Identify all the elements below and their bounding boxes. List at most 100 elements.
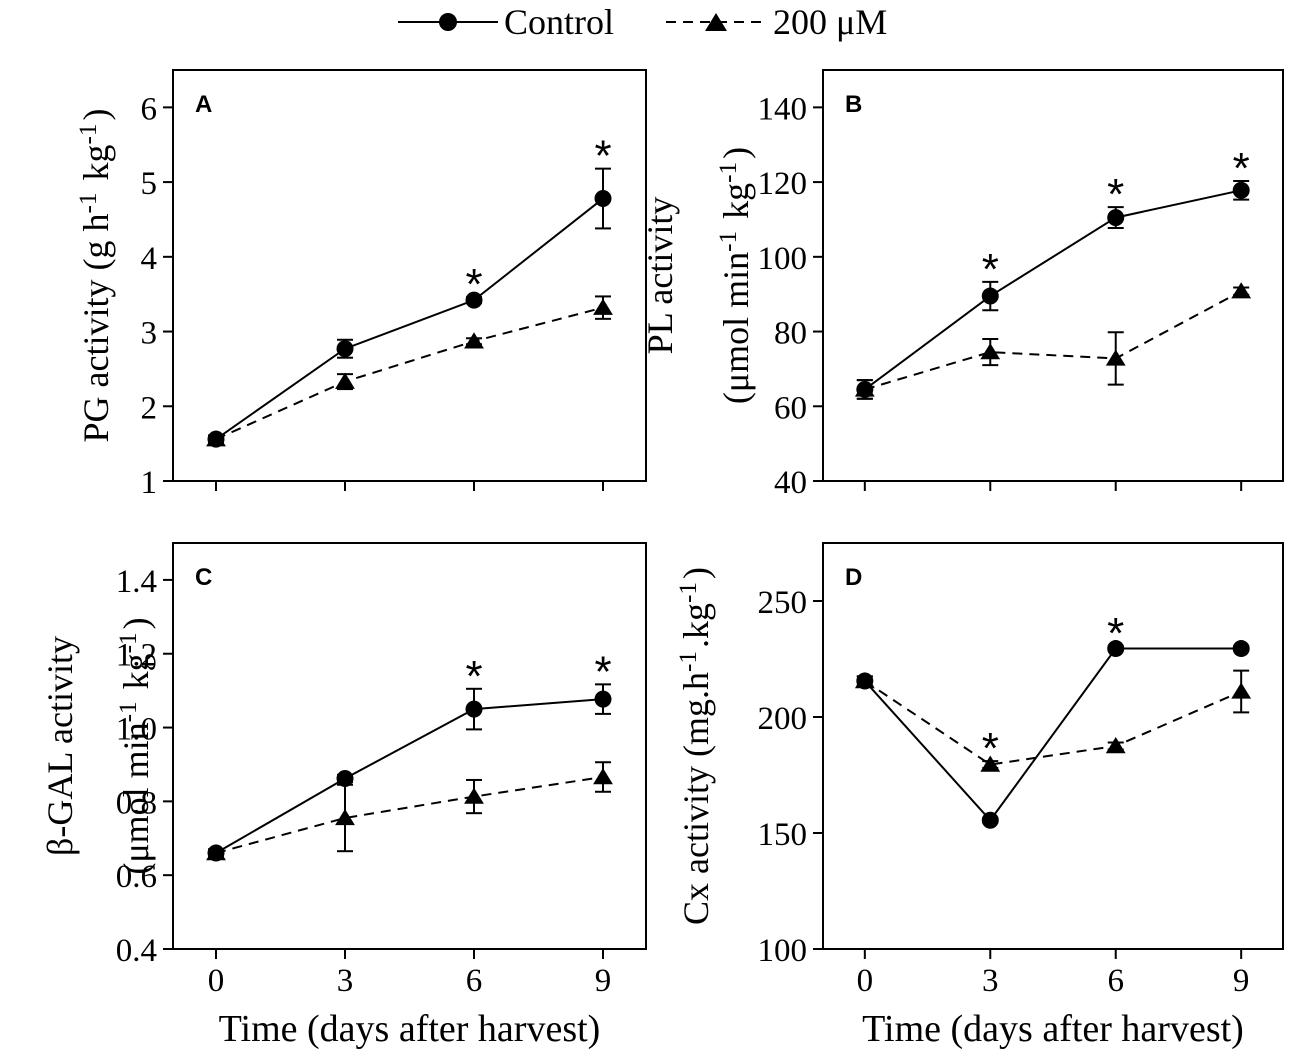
panel-letter: D: [845, 564, 862, 591]
data-point: [336, 340, 354, 358]
y-axis-label: PG activity (g h-1 kg-1 ): [75, 109, 116, 443]
significance-star: *: [982, 724, 999, 773]
series-line: [864, 647, 1242, 822]
y-axis-label: β-GAL activity: [40, 636, 80, 856]
significance-star: *: [594, 132, 611, 181]
legend-treatment-label: 200 μM: [773, 2, 887, 42]
series-treatment: [854, 669, 1252, 772]
legend: Control 200 μM: [398, 2, 887, 42]
data-point: [980, 343, 1001, 360]
x-tick-label: 6: [466, 963, 483, 999]
series-treatment: [206, 761, 613, 861]
data-point: [335, 808, 355, 826]
data-point: [981, 811, 999, 829]
data-point: [594, 190, 612, 208]
data-point: [1107, 209, 1125, 227]
series-treatment: [206, 295, 613, 447]
y-tick-label: 250: [758, 585, 808, 621]
series-line: [215, 698, 604, 854]
x-tick-label: 6: [1107, 963, 1124, 999]
series-control: [856, 179, 1250, 400]
data-point: [1231, 282, 1252, 299]
series-treatment: [854, 282, 1252, 400]
y-tick-label: 1.0: [116, 712, 157, 748]
series-line: [864, 680, 1242, 766]
significance-star: *: [594, 647, 611, 696]
y-tick-label: 6: [141, 91, 158, 127]
data-point: [1232, 640, 1250, 658]
series-line: [215, 776, 604, 855]
data-point: [335, 372, 355, 389]
significance-star: *: [465, 260, 482, 309]
y-tick-label: 5: [141, 166, 158, 202]
x-tick-label: 0: [857, 963, 874, 999]
panel-letter: B: [845, 91, 862, 118]
significance-star: *: [1107, 170, 1124, 219]
data-point: [980, 755, 1001, 772]
y-tick-label: 100: [758, 241, 808, 277]
y-tick-label: 0.8: [116, 785, 157, 821]
data-point: [593, 768, 613, 785]
y-axis-label: (μmol min-1 kg-1 ): [115, 617, 156, 874]
significance-star: *: [1107, 609, 1124, 658]
data-point: [1107, 640, 1125, 658]
data-point: [465, 291, 483, 309]
data-point: [1105, 349, 1126, 366]
y-axis-label: PL activity: [640, 197, 680, 355]
panel-letter: A: [195, 91, 212, 118]
panel-letter: C: [195, 564, 212, 591]
x-tick-label: 9: [595, 963, 612, 999]
plot-frame: [172, 69, 647, 482]
panel-b: B 40 60 80 100 120 140 PL activity (μmol min-1 k…: [640, 69, 1284, 501]
plot-frame: [822, 542, 1284, 950]
y-tick-label: 2: [141, 390, 158, 426]
data-point: [1232, 181, 1250, 199]
x-tick-label: 9: [1233, 963, 1250, 999]
significance-star: *: [465, 652, 482, 701]
y-tick-label: 150: [758, 817, 808, 853]
y-tick-label: 0.6: [116, 859, 157, 895]
x-tick-label: 3: [982, 963, 999, 999]
data-point: [856, 380, 874, 398]
legend-control-marker: [439, 13, 457, 31]
data-point: [1105, 737, 1126, 754]
series-control: [207, 167, 612, 448]
y-tick-label: 100: [758, 933, 808, 969]
significance-star: *: [982, 245, 999, 294]
x-axis-label: Time (days after harvest): [219, 1008, 601, 1050]
y-axis-label: (μmol min-1 kg-1 ): [715, 147, 756, 404]
y-tick-label: 0.4: [116, 933, 157, 969]
significance-star: *: [1233, 144, 1250, 193]
y-tick-label: 200: [758, 701, 808, 737]
y-tick-label: 1: [141, 465, 158, 501]
series-control: [207, 683, 612, 862]
legend-control-label: Control: [504, 2, 614, 42]
series-line: [864, 290, 1242, 391]
data-point: [207, 844, 225, 862]
x-tick-label: 0: [208, 963, 225, 999]
series-line: [864, 189, 1242, 391]
data-point: [464, 787, 484, 804]
y-tick-label: 140: [758, 91, 808, 127]
series-line: [215, 197, 604, 440]
plot-frame: [822, 69, 1284, 482]
x-tick-label: 3: [337, 963, 354, 999]
data-point: [856, 672, 874, 690]
data-point: [594, 690, 612, 708]
y-tick-label: 80: [774, 316, 807, 352]
x-axis-label: Time (days after harvest): [862, 1008, 1244, 1050]
data-point: [465, 700, 483, 718]
y-tick-label: 60: [774, 390, 807, 426]
plot-frame: [172, 542, 647, 950]
data-point: [593, 298, 613, 315]
series-control: [856, 640, 1250, 829]
y-tick-label: 1.2: [116, 638, 157, 674]
data-point: [464, 332, 484, 349]
panel-d: D 100 150 200 250 0 3 6 9 Cx activity (mg.h-1 .kg…: [675, 542, 1284, 1050]
y-tick-label: 3: [141, 316, 158, 352]
series-line: [215, 306, 604, 441]
panel-a: A 1 2 3 4 5 6 PG activity (g h-1 kg-1 ) * *: [75, 69, 647, 501]
data-point: [1231, 682, 1252, 699]
